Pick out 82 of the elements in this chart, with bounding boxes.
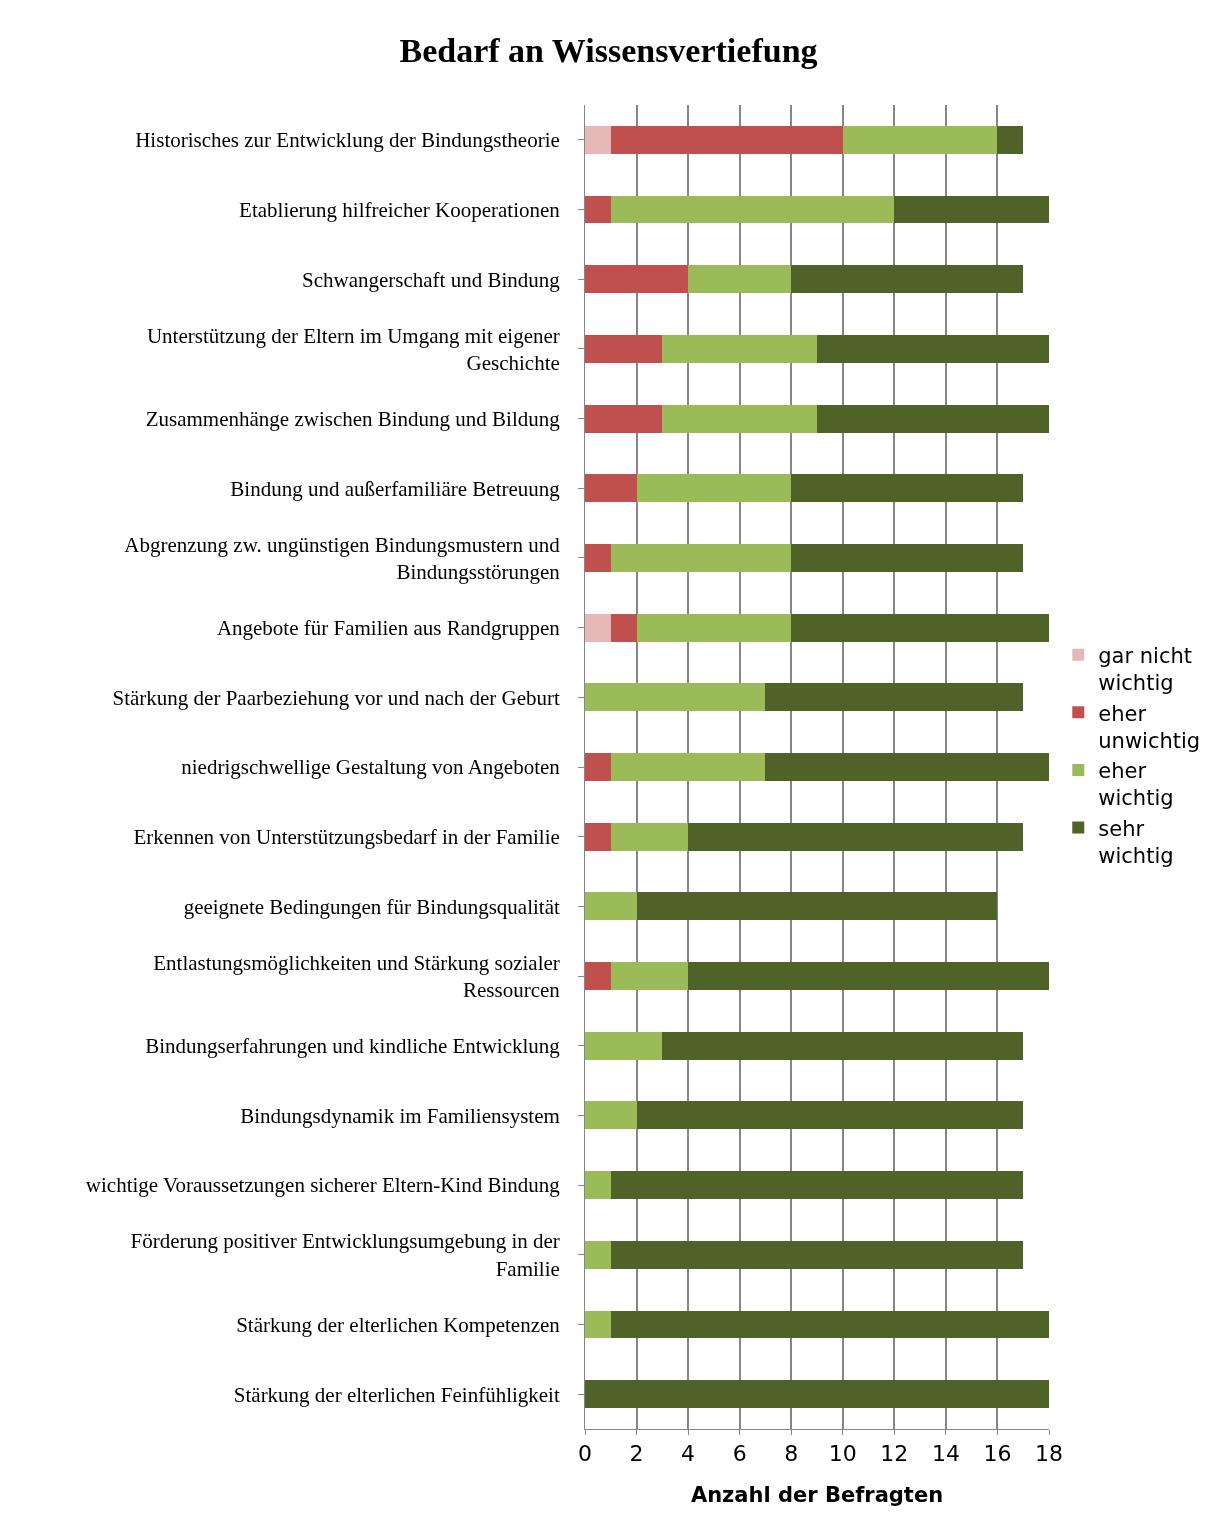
- bar: [610, 544, 792, 572]
- x-tick-label: 4: [681, 1441, 696, 1467]
- bar: [585, 822, 611, 851]
- bar: [662, 334, 817, 363]
- bar: [662, 404, 817, 433]
- bar: [585, 1171, 611, 1200]
- bar: [765, 753, 1049, 781]
- bar: [817, 334, 1049, 363]
- x-tick-label: 16: [983, 1441, 1012, 1467]
- bar: [610, 962, 689, 990]
- x-tick-label: 10: [828, 1441, 857, 1467]
- x-tick-label: 18: [1035, 1441, 1063, 1467]
- bar: [585, 404, 663, 433]
- y-tick-label: Etablierung hilfreicher Kooperationen: [239, 197, 561, 222]
- y-tick-label: Entlastungsmöglichkeiten und Stärkung sozialer Ressourcen: [153, 950, 561, 1003]
- chart-title: Bedarf an Wissensvertiefung: [399, 31, 818, 69]
- bar: [765, 683, 1024, 712]
- bar: [636, 1101, 1024, 1130]
- x-tick-label: 8: [784, 1441, 799, 1467]
- x-tick-label: 12: [880, 1441, 909, 1467]
- bar: [610, 195, 895, 224]
- y-tick-label: Bindungsdynamik im Familiensystem: [240, 1103, 560, 1128]
- bar: [585, 265, 689, 294]
- bar: [817, 404, 1049, 433]
- y-tick-label: geeignete Bedingungen für Bindungsqualität: [183, 894, 560, 919]
- bar: [585, 613, 611, 642]
- bar: [585, 544, 611, 572]
- x-tick-label: 6: [732, 1441, 747, 1467]
- x-tick-label: 2: [629, 1441, 644, 1467]
- y-tick-label: Bindung und außerfamiliäre Betreuung: [230, 476, 561, 501]
- bar: [585, 1031, 663, 1060]
- y-tick-label: Stärkung der elterlichen Feinfühligkeit: [233, 1382, 560, 1407]
- bar: [610, 125, 843, 154]
- x-tick-label: 0: [578, 1441, 592, 1467]
- x-axis-title: Anzahl der Befragten: [690, 1483, 944, 1507]
- bar: [997, 125, 1024, 154]
- y-tick-label: Angebote für Familien aus Randgruppen: [216, 615, 561, 640]
- bar: [585, 962, 611, 990]
- bar: [791, 613, 1049, 642]
- bar: [585, 195, 611, 224]
- y-tick-label: Historisches zur Entwicklung der Bindungstheorie: [135, 128, 560, 153]
- bar: [585, 125, 611, 154]
- y-tick-label: Zusammenhänge zwischen Bindung und Bildung: [145, 406, 561, 431]
- bar: [585, 1101, 637, 1130]
- y-tick-label: Stärkung der elterlichen Kompetenzen: [236, 1312, 561, 1337]
- bar: [791, 265, 1024, 294]
- x-tick-label: 14: [931, 1441, 960, 1467]
- y-tick-label: niedrigschwellige Gestaltung von Angeboten: [181, 755, 561, 780]
- y-tick-label: Schwangerschaft und Bindung: [302, 267, 561, 292]
- bar: [585, 1380, 1049, 1409]
- y-tick-label: Bindungserfahrungen und kindliche Entwicklung: [145, 1034, 561, 1059]
- bar: [585, 892, 637, 921]
- bar: [610, 1240, 1024, 1269]
- bar: [585, 683, 766, 712]
- bar: [636, 613, 792, 642]
- bar: [610, 822, 689, 851]
- bar: [585, 474, 637, 503]
- bar: [610, 753, 766, 781]
- bar: [636, 892, 998, 921]
- bar: [842, 125, 998, 154]
- y-tick-label: wichtige Voraussetzungen sicherer Eltern-Kind Bindung: [85, 1173, 561, 1198]
- bar: [585, 334, 663, 363]
- y-tick-label: Unterstützung der Eltern im Umgang mit eigener Geschichte: [146, 323, 560, 375]
- bar: [585, 753, 611, 781]
- bar: [610, 1171, 1024, 1200]
- bar: [610, 1310, 1049, 1339]
- bar: [688, 265, 792, 294]
- bar: [585, 1310, 611, 1339]
- y-tick-label: Stärkung der Paarbeziehung vor und nach der Geburt: [112, 685, 560, 710]
- y-tick-label: Abgrenzung zw. ungünstigen Bindungsmustern und Bindungsstörungen: [124, 532, 561, 584]
- bar: [688, 822, 1024, 851]
- legend-label: sehr wichtig: [1098, 816, 1174, 869]
- bar: [894, 195, 1049, 224]
- bar: [636, 474, 792, 503]
- bar: [791, 544, 1024, 572]
- bar: [585, 1240, 611, 1269]
- bar: [610, 613, 637, 642]
- bar: [791, 474, 1024, 503]
- bar: [688, 962, 1049, 990]
- y-tick-label: Förderung positiver Entwicklungsumgebung in der Familie: [130, 1229, 560, 1281]
- bar: [662, 1031, 1024, 1060]
- y-tick-label: Erkennen von Unterstützungsbedarf in der Familie: [133, 825, 560, 850]
